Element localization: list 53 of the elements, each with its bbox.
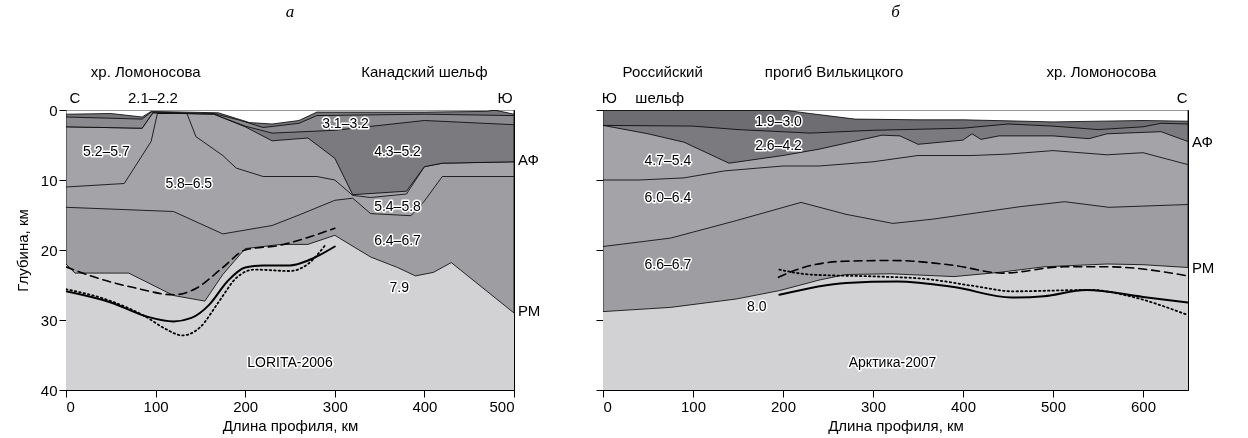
- annotation: 6.0–6.4: [644, 189, 692, 206]
- x-tick-label: 100: [143, 397, 169, 415]
- annotation: 8.0: [747, 297, 767, 314]
- x-tick-label: 400: [412, 397, 438, 415]
- text: Ю: [601, 89, 618, 106]
- chart-title: б: [891, 2, 901, 21]
- text: Российский: [622, 63, 703, 80]
- chart-title: а: [285, 2, 295, 21]
- x-tick-label: 0: [603, 397, 612, 415]
- x-tick-label: 200: [233, 397, 259, 415]
- annotation: 5.4–5.8: [374, 197, 422, 214]
- y-tick-label: 40: [40, 381, 58, 399]
- annotation: 3.1–3.2: [322, 115, 370, 131]
- text: РМ: [1192, 259, 1215, 277]
- x-tick-label: 500: [489, 397, 515, 415]
- text: С: [69, 89, 81, 106]
- text: РМ: [518, 302, 541, 320]
- annotation: 6.4–6.7: [374, 232, 422, 249]
- x-tick-label: 600: [1130, 397, 1157, 415]
- x-tick-label: 500: [1040, 397, 1067, 415]
- x-tick-label: 200: [770, 397, 797, 415]
- y-tick-label: 30: [40, 311, 58, 329]
- x-tick-label: 300: [860, 397, 887, 415]
- text: Ю: [497, 89, 513, 106]
- x-tick-label: 100: [680, 397, 707, 415]
- y-tick-label: 0: [49, 101, 58, 119]
- x-tick-label: 300: [322, 397, 348, 415]
- x-tick-label: 0: [66, 397, 75, 415]
- y-axis-title: Глубина, км: [13, 209, 31, 292]
- annotation: 5.2–5.7: [82, 143, 130, 159]
- annotation: 7.9: [389, 278, 410, 295]
- annotation: LORITA-2006: [247, 354, 333, 371]
- annotation: Арктика-2007: [848, 354, 937, 371]
- x-axis-title: Длина профиля, км: [222, 416, 359, 434]
- annotation: 2.6–4.2: [755, 136, 803, 153]
- text: шельф: [635, 89, 685, 106]
- text: С: [1176, 89, 1188, 106]
- x-axis-title: Длина профиля, км: [828, 416, 964, 434]
- y-tick-label: 20: [40, 241, 58, 259]
- text: АФ: [518, 150, 539, 168]
- text: прогиб Вилькицкого: [764, 63, 904, 80]
- x-tick-label: 400: [950, 397, 977, 415]
- text: 2.1–2.2: [127, 89, 178, 106]
- text: хр. Ломоносова: [1046, 63, 1157, 80]
- text: АФ: [1192, 132, 1213, 150]
- text: Канадский шельф: [361, 63, 488, 80]
- y-tick-label: 10: [40, 171, 58, 189]
- annotation: 1.9–3.0: [755, 113, 803, 130]
- annotation: 4.7–5.4: [644, 152, 692, 169]
- annotation: 5.8–6.5: [165, 174, 213, 191]
- annotation: 4.3–5.2: [374, 143, 422, 159]
- annotation: 6.6–6.7: [644, 255, 692, 272]
- text: хр. Ломоносова: [90, 63, 202, 80]
